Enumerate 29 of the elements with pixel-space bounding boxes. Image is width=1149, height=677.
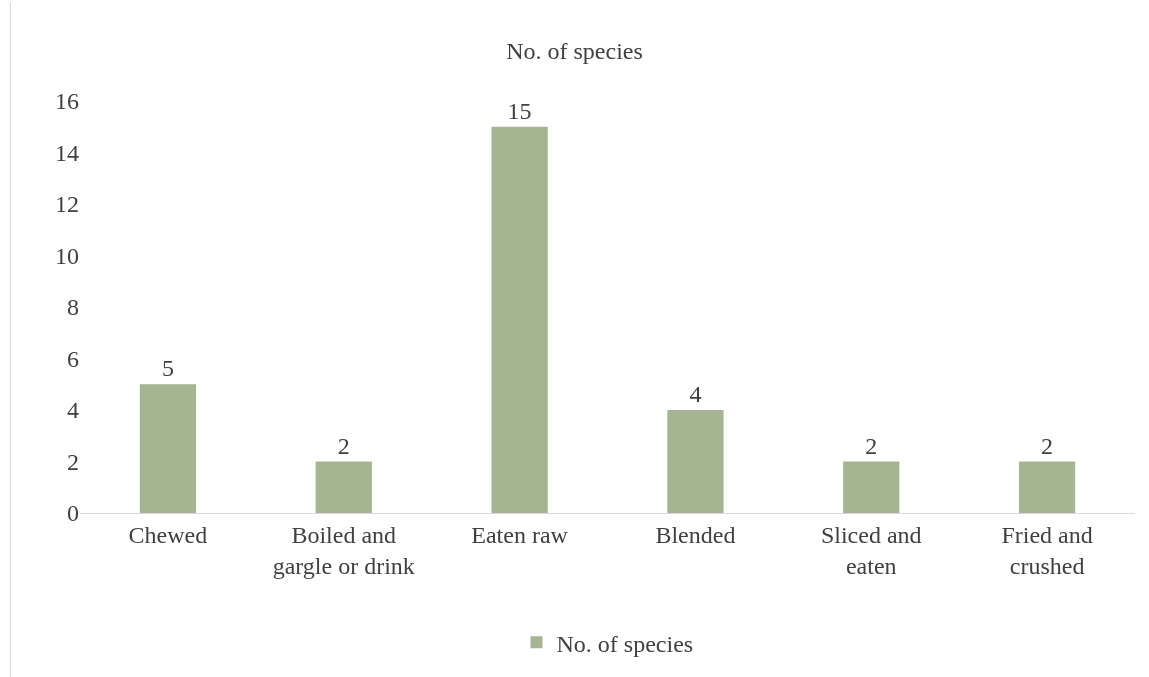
data-label: 4 (689, 381, 702, 407)
y-tick-label: 0 (67, 500, 79, 527)
bar (1018, 461, 1076, 513)
bar (491, 126, 548, 513)
data-label: 5 (161, 355, 174, 382)
chart-title: No. of species (506, 38, 643, 65)
bar (843, 461, 900, 513)
y-tick-label: 14 (55, 139, 79, 166)
y-tick-label: 12 (55, 191, 79, 218)
x-tick-label: Sliced and eaten (820, 521, 922, 579)
y-tick-label: 16 (55, 88, 79, 115)
data-label: 2 (1041, 432, 1054, 459)
legend-label: No. of species (556, 630, 694, 657)
x-tick-label: Chewed (128, 521, 208, 548)
y-tick-label: 2 (67, 448, 79, 475)
x-tick-label: Blended (655, 521, 736, 548)
x-tick-label: Boiled and gargle or drink (272, 521, 415, 579)
y-tick-label: 8 (67, 294, 79, 321)
y-tick-label: 4 (67, 397, 79, 424)
bar (315, 461, 372, 513)
y-tick-label: 6 (67, 345, 79, 372)
bar (139, 384, 197, 513)
x-tick-label: Fried and crushed (1001, 521, 1093, 579)
x-tick-label: Eaten raw (471, 521, 569, 548)
data-label: 15 (507, 97, 532, 124)
data-label: 2 (865, 432, 878, 459)
y-tick-label: 10 (55, 242, 79, 269)
data-label: 2 (337, 432, 350, 459)
bar (667, 410, 724, 513)
